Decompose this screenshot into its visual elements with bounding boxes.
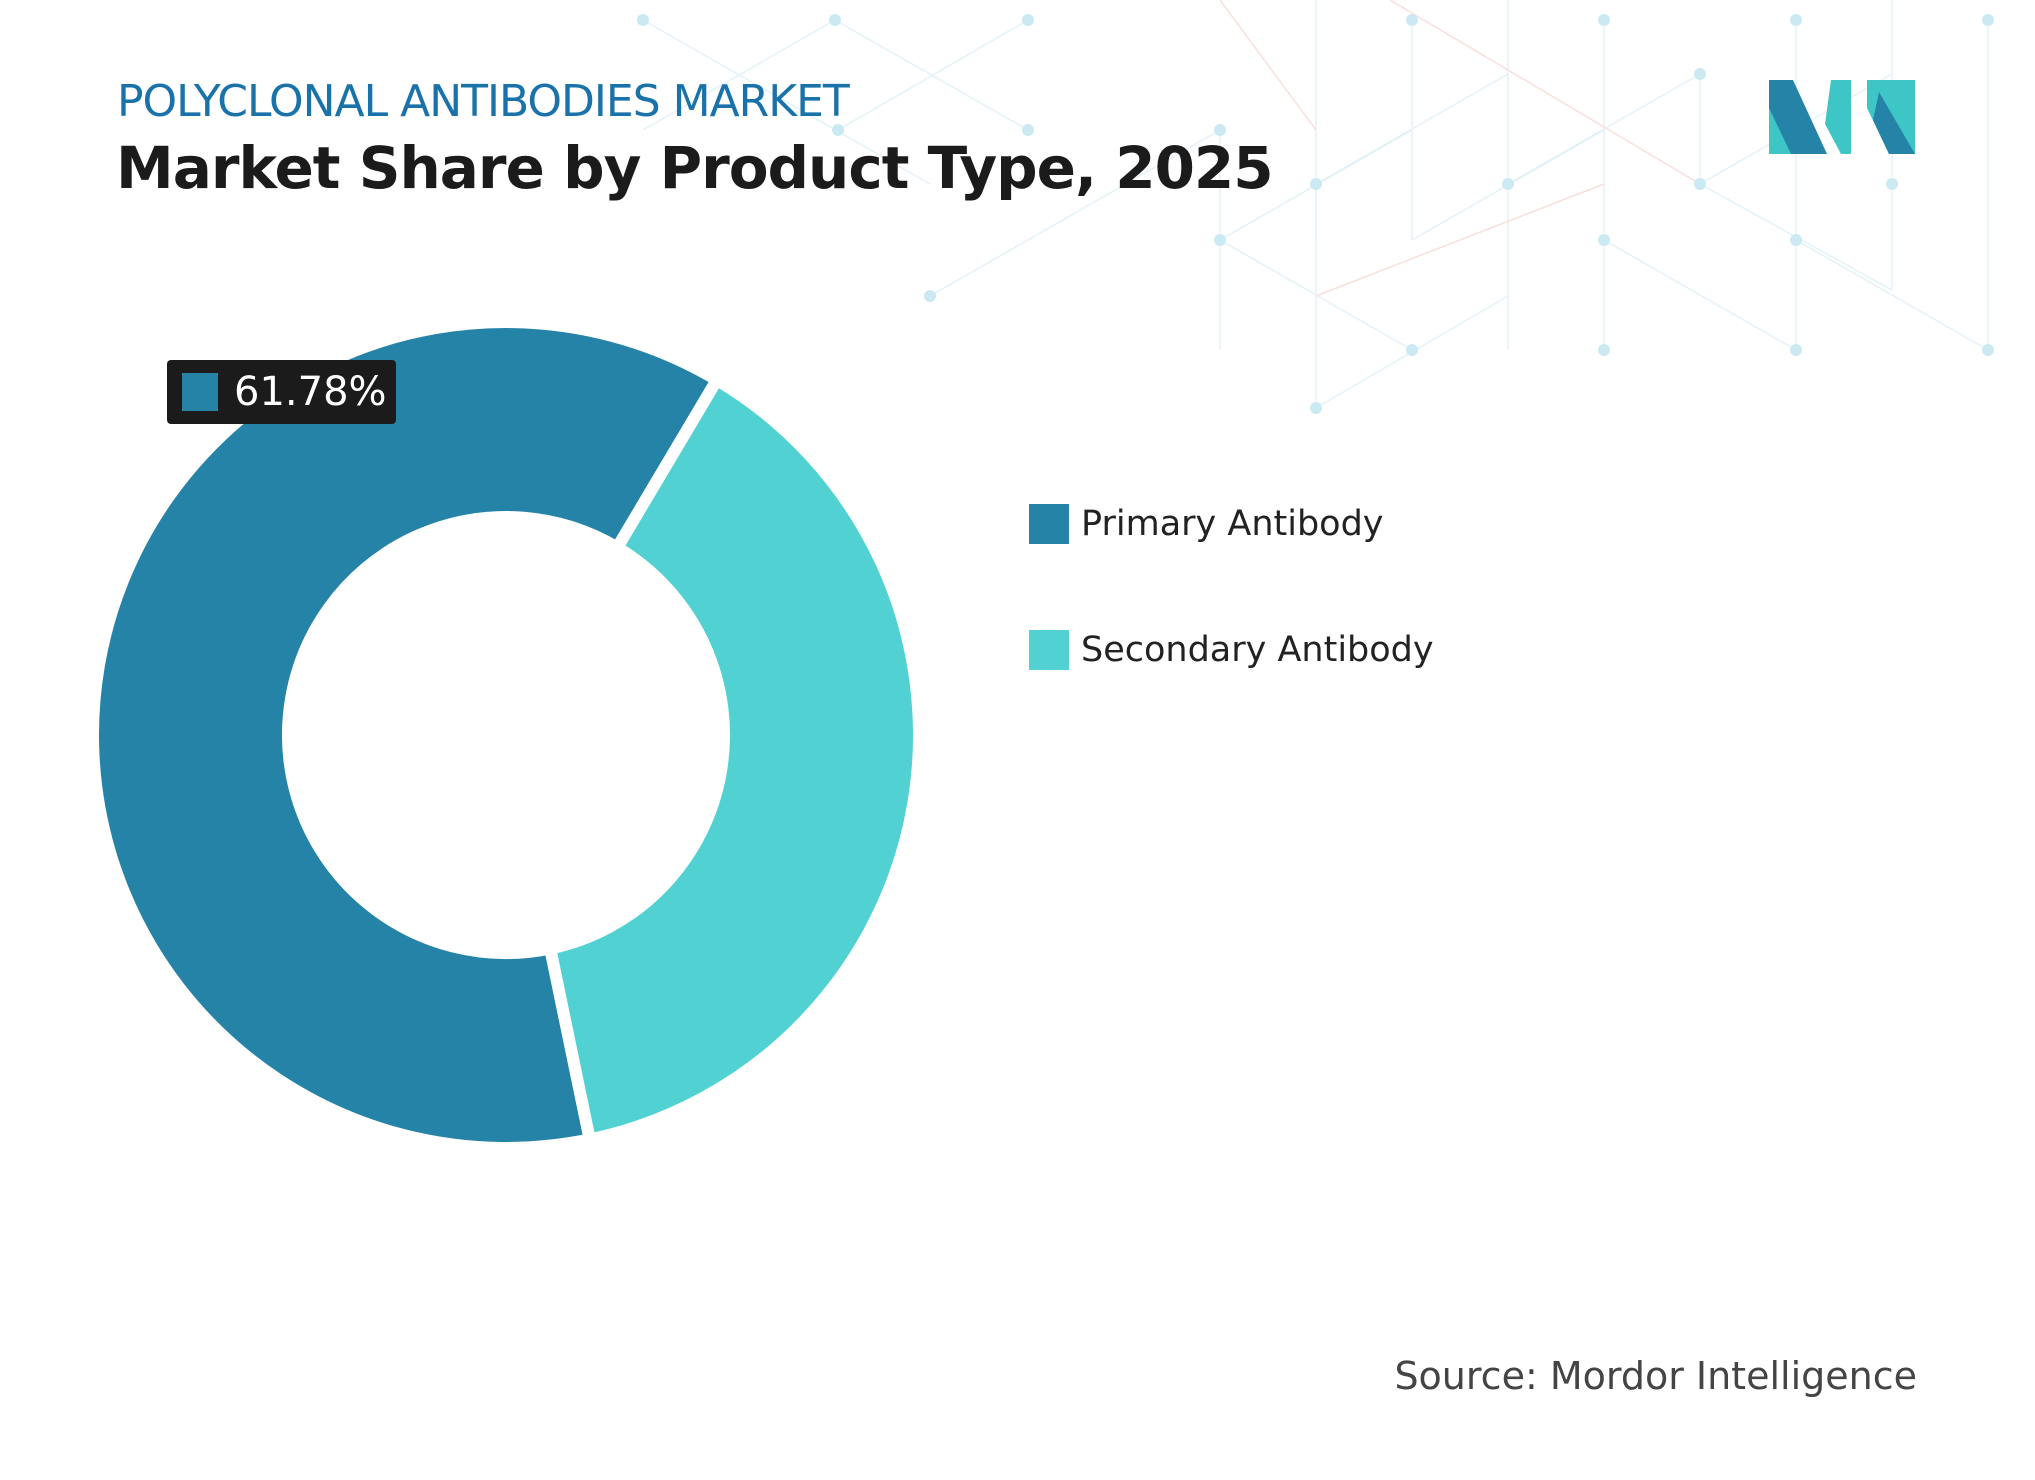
legend-swatch <box>1029 504 1069 544</box>
network-line <box>642 19 836 131</box>
network-node <box>1214 234 1226 246</box>
network-node <box>1886 178 1898 190</box>
network-line <box>929 129 1221 297</box>
network-node <box>1982 14 1994 26</box>
network-node <box>832 124 844 136</box>
network-node <box>1598 14 1610 26</box>
legend-swatch <box>1029 630 1069 670</box>
network-node <box>1406 14 1418 26</box>
source-note: Source: Mordor Intelligence <box>1394 1354 1917 1398</box>
legend-item-secondary: Secondary Antibody <box>1029 630 1434 670</box>
network-node <box>1790 344 1802 356</box>
chart-title: Market Share by Product Type, 2025 <box>116 134 1274 202</box>
network-node <box>924 290 936 302</box>
network-node <box>1598 344 1610 356</box>
chart-subtitle: POLYCLONAL ANTIBODIES MARKET <box>117 76 850 127</box>
network-node <box>1022 124 1034 136</box>
network-node <box>1694 68 1706 80</box>
network-node <box>1790 234 1802 246</box>
network-line <box>1219 0 1317 131</box>
network-node <box>1022 14 1034 26</box>
network-node <box>1310 402 1322 414</box>
network-line <box>834 19 1029 131</box>
network-line <box>837 19 1029 131</box>
network-line <box>1603 239 1797 351</box>
data-label-swatch <box>182 373 218 411</box>
mordor-intelligence-logo <box>1769 80 1915 154</box>
network-node <box>1502 178 1514 190</box>
data-label-text: 61.78% <box>234 369 387 415</box>
network-node <box>829 14 841 26</box>
network-node <box>1406 344 1418 356</box>
network-line <box>1795 239 1989 351</box>
legend-label: Secondary Antibody <box>1081 630 1434 670</box>
network-node <box>1982 344 1994 356</box>
network-line <box>1389 0 1701 185</box>
network-node <box>637 14 649 26</box>
network-node <box>1214 124 1226 136</box>
legend-item-primary: Primary Antibody <box>1029 504 1384 544</box>
network-node <box>1310 178 1322 190</box>
donut-slice-primary-antibody <box>87 316 726 1154</box>
network-node <box>1790 14 1802 26</box>
legend-label: Primary Antibody <box>1081 504 1384 544</box>
data-label-primary: 61.78% <box>167 360 396 424</box>
donut-slice-secondary-antibody <box>543 371 925 1147</box>
network-node <box>1694 178 1706 190</box>
network-line <box>642 19 931 185</box>
network-node <box>1598 234 1610 246</box>
network-line <box>1315 183 1605 297</box>
